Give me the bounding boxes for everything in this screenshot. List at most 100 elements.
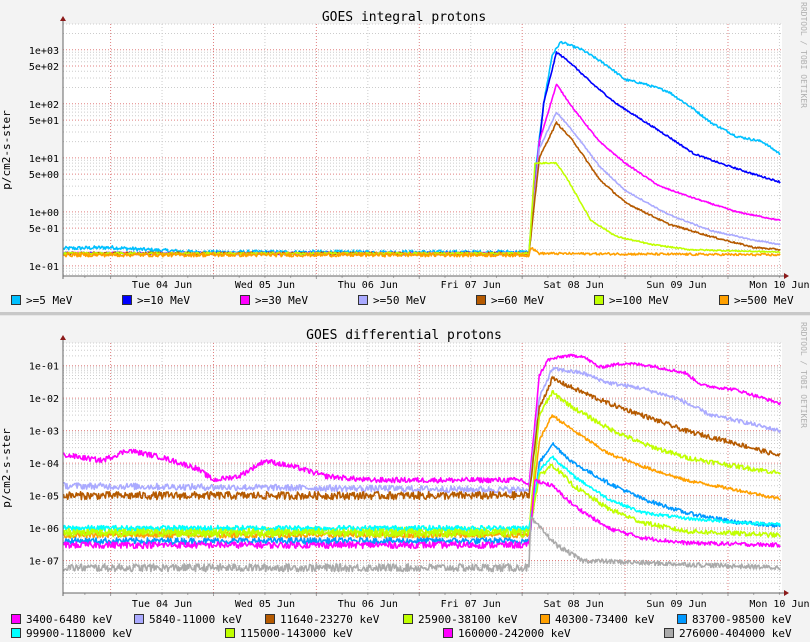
legend-item: 40300-73400 keV	[540, 612, 655, 626]
legend-label: 11640-23270 keV	[280, 612, 380, 626]
x-axis-arrow-icon	[784, 273, 789, 279]
legend-label: >=500 MeV	[734, 293, 794, 307]
legend-swatch	[134, 614, 144, 624]
watermark: RRDTOOL / TOBI OETIKER	[799, 2, 808, 108]
y-tick-label: 1e-06	[29, 524, 59, 535]
x-tick-label: Wed 05 Jun	[235, 599, 295, 610]
legend-label: 276000-404000 keV	[679, 626, 792, 640]
x-tick-label: Sun 09 Jun	[646, 599, 706, 610]
y-tick-label: 5e-01	[29, 224, 59, 235]
y-tick-label: 5e+01	[29, 116, 59, 127]
legend-label: >=100 MeV	[609, 293, 669, 307]
legend-swatch	[664, 628, 674, 638]
integral-protons-chart: GOES integral protons p/cm2-s-ster RRDTOOL…	[0, 2, 810, 291]
legend-swatch	[11, 295, 21, 305]
panel-divider	[0, 312, 810, 316]
legend-label: >=10 MeV	[137, 293, 190, 307]
y-tick-label: 5e+00	[29, 170, 59, 181]
legend-item: 11640-23270 keV	[265, 612, 380, 626]
x-tick-label: Wed 05 Jun	[235, 280, 295, 291]
y-tick-label: 5e+02	[29, 62, 59, 73]
y-tick-label: 1e+00	[29, 208, 59, 219]
legend-item: >=60 MeV	[476, 293, 544, 307]
legend-item: >=30 MeV	[240, 293, 308, 307]
series-line-2	[62, 376, 781, 501]
legend-item: >=10 MeV	[122, 293, 190, 307]
x-tick-label: Sun 09 Jun	[646, 280, 706, 291]
legend-label: 5840-11000 keV	[149, 612, 242, 626]
legend-label: 160000-242000 keV	[458, 626, 571, 640]
x-tick-label: Tue 04 Jun	[132, 599, 192, 610]
legend-swatch	[540, 614, 550, 624]
legend-swatch	[122, 295, 132, 305]
chart-title: GOES differential protons	[306, 328, 502, 343]
legend-label: >=60 MeV	[491, 293, 544, 307]
y-tick-label: 1e-05	[29, 492, 59, 503]
legend-item: >=50 MeV	[358, 293, 426, 307]
y-tick-label: 1e-04	[29, 459, 59, 470]
plot-area	[63, 343, 782, 593]
x-tick-label: Thu 06 Jun	[338, 280, 398, 291]
legend-item: 25900-38100 keV	[403, 612, 518, 626]
legend-item: 160000-242000 keV	[443, 626, 571, 640]
series-line-1	[63, 366, 782, 494]
x-axis-arrow-icon	[784, 590, 789, 596]
y-tick-label: 1e-02	[29, 394, 59, 405]
series-line-0	[62, 353, 782, 488]
chart-title: GOES integral protons	[322, 10, 486, 25]
legend-item: 276000-404000 keV	[664, 626, 792, 640]
x-tick-label: Mon 10 Jun	[749, 599, 809, 610]
legend-swatch	[403, 614, 413, 624]
differential-legend: 3400-6480 keV 5840-11000 keV 11640-23270 k…	[0, 613, 810, 641]
series-line-6	[62, 455, 782, 532]
legend-label: 25900-38100 keV	[418, 612, 518, 626]
legend-swatch	[476, 295, 486, 305]
y-tick-label: 1e-01	[29, 362, 59, 373]
x-tick-label: Mon 10 Jun	[749, 280, 809, 291]
legend-swatch	[358, 295, 368, 305]
legend-item: >=5 MeV	[11, 293, 73, 307]
plot-area	[63, 24, 782, 276]
x-tick-label: Fri 07 Jun	[441, 599, 501, 610]
legend-label: 115000-143000 keV	[240, 626, 353, 640]
series-line-6	[63, 247, 781, 258]
legend-item: >=100 MeV	[594, 293, 669, 307]
legend-item: 99900-118000 keV	[11, 626, 132, 640]
legend-label: 99900-118000 keV	[26, 626, 132, 640]
y-tick-label: 1e-07	[29, 557, 59, 568]
legend-label: 40300-73400 keV	[555, 612, 655, 626]
legend-label: >=30 MeV	[255, 293, 308, 307]
y-axis-label: p/cm2-s-ster	[0, 428, 13, 508]
y-tick-label: 1e+02	[29, 100, 59, 111]
legend-label: 83700-98500 keV	[692, 612, 792, 626]
legend-item: 115000-143000 keV	[225, 626, 353, 640]
legend-item: 3400-6480 keV	[11, 612, 113, 626]
legend-label: >=50 MeV	[373, 293, 426, 307]
legend-item: 5840-11000 keV	[134, 612, 242, 626]
legend-swatch	[11, 628, 21, 638]
series-line-7	[62, 463, 781, 538]
x-tick-label: Tue 04 Jun	[132, 280, 192, 291]
integral-legend: >=5 MeV >=10 MeV >=30 MeV >=50 MeV >=60 MeV >…	[0, 294, 810, 308]
legend-swatch	[443, 628, 453, 638]
y-tick-label: 1e+03	[29, 46, 59, 57]
legend-swatch	[594, 295, 604, 305]
y-tick-label: 1e-03	[29, 427, 59, 438]
legend-item: >=500 MeV	[719, 293, 794, 307]
legend-swatch	[677, 614, 687, 624]
legend-label: >=5 MeV	[26, 293, 73, 307]
legend-swatch	[719, 295, 729, 305]
differential-protons-chart: GOES differential protons p/cm2-s-ster RRD…	[0, 322, 810, 610]
legend-label: 3400-6480 keV	[26, 612, 113, 626]
legend-swatch	[225, 628, 235, 638]
y-axis-arrow-icon	[60, 335, 66, 340]
legend-swatch	[11, 614, 21, 624]
y-axis-label: p/cm2-s-ster	[0, 110, 13, 190]
y-tick-label: 1e+01	[29, 154, 59, 165]
series-line-9	[62, 516, 781, 573]
x-tick-label: Thu 06 Jun	[338, 599, 398, 610]
x-tick-label: Fri 07 Jun	[441, 280, 501, 291]
legend-item: 83700-98500 keV	[677, 612, 792, 626]
legend-swatch	[265, 614, 275, 624]
legend-swatch	[240, 295, 250, 305]
